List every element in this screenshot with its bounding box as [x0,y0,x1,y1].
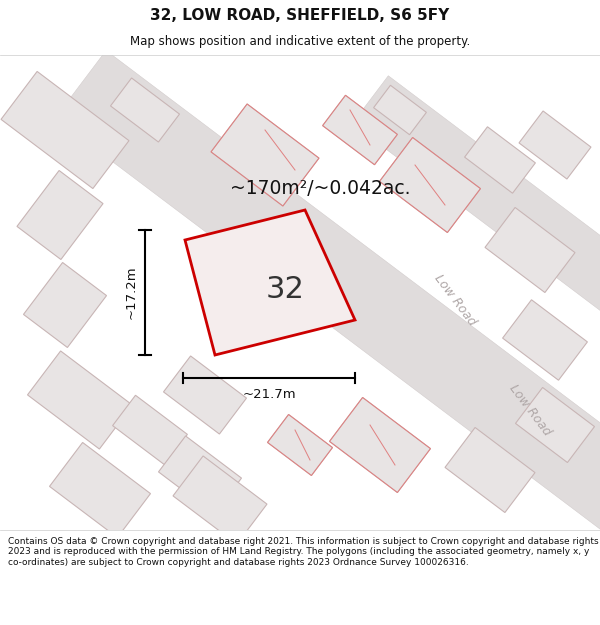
Polygon shape [519,111,591,179]
Polygon shape [515,388,595,462]
Text: Contains OS data © Crown copyright and database right 2021. This information is : Contains OS data © Crown copyright and d… [8,537,599,567]
Polygon shape [329,398,430,492]
Polygon shape [113,395,187,465]
Polygon shape [352,76,600,334]
Text: ~170m²/~0.042ac.: ~170m²/~0.042ac. [230,179,410,198]
Polygon shape [503,300,587,380]
Text: Low Road: Low Road [431,272,478,328]
Text: 32: 32 [266,276,304,304]
Polygon shape [110,78,179,142]
Polygon shape [23,262,107,348]
Polygon shape [380,138,481,232]
Polygon shape [323,95,397,165]
Polygon shape [268,414,332,476]
Polygon shape [50,442,151,538]
Polygon shape [164,356,247,434]
Polygon shape [28,351,133,449]
Polygon shape [185,210,355,355]
Polygon shape [1,71,129,189]
Polygon shape [374,85,427,135]
Text: 32, LOW ROAD, SHEFFIELD, S6 5FY: 32, LOW ROAD, SHEFFIELD, S6 5FY [151,8,449,23]
Polygon shape [55,51,600,539]
Polygon shape [464,127,535,193]
Text: ~17.2m: ~17.2m [125,266,137,319]
Polygon shape [158,436,241,514]
Text: ~21.7m: ~21.7m [242,388,296,401]
Polygon shape [211,104,319,206]
Text: Map shows position and indicative extent of the property.: Map shows position and indicative extent… [130,35,470,48]
Polygon shape [445,428,535,512]
Polygon shape [485,208,575,292]
Polygon shape [173,456,267,544]
Text: Low Road: Low Road [506,382,553,438]
Polygon shape [17,171,103,259]
